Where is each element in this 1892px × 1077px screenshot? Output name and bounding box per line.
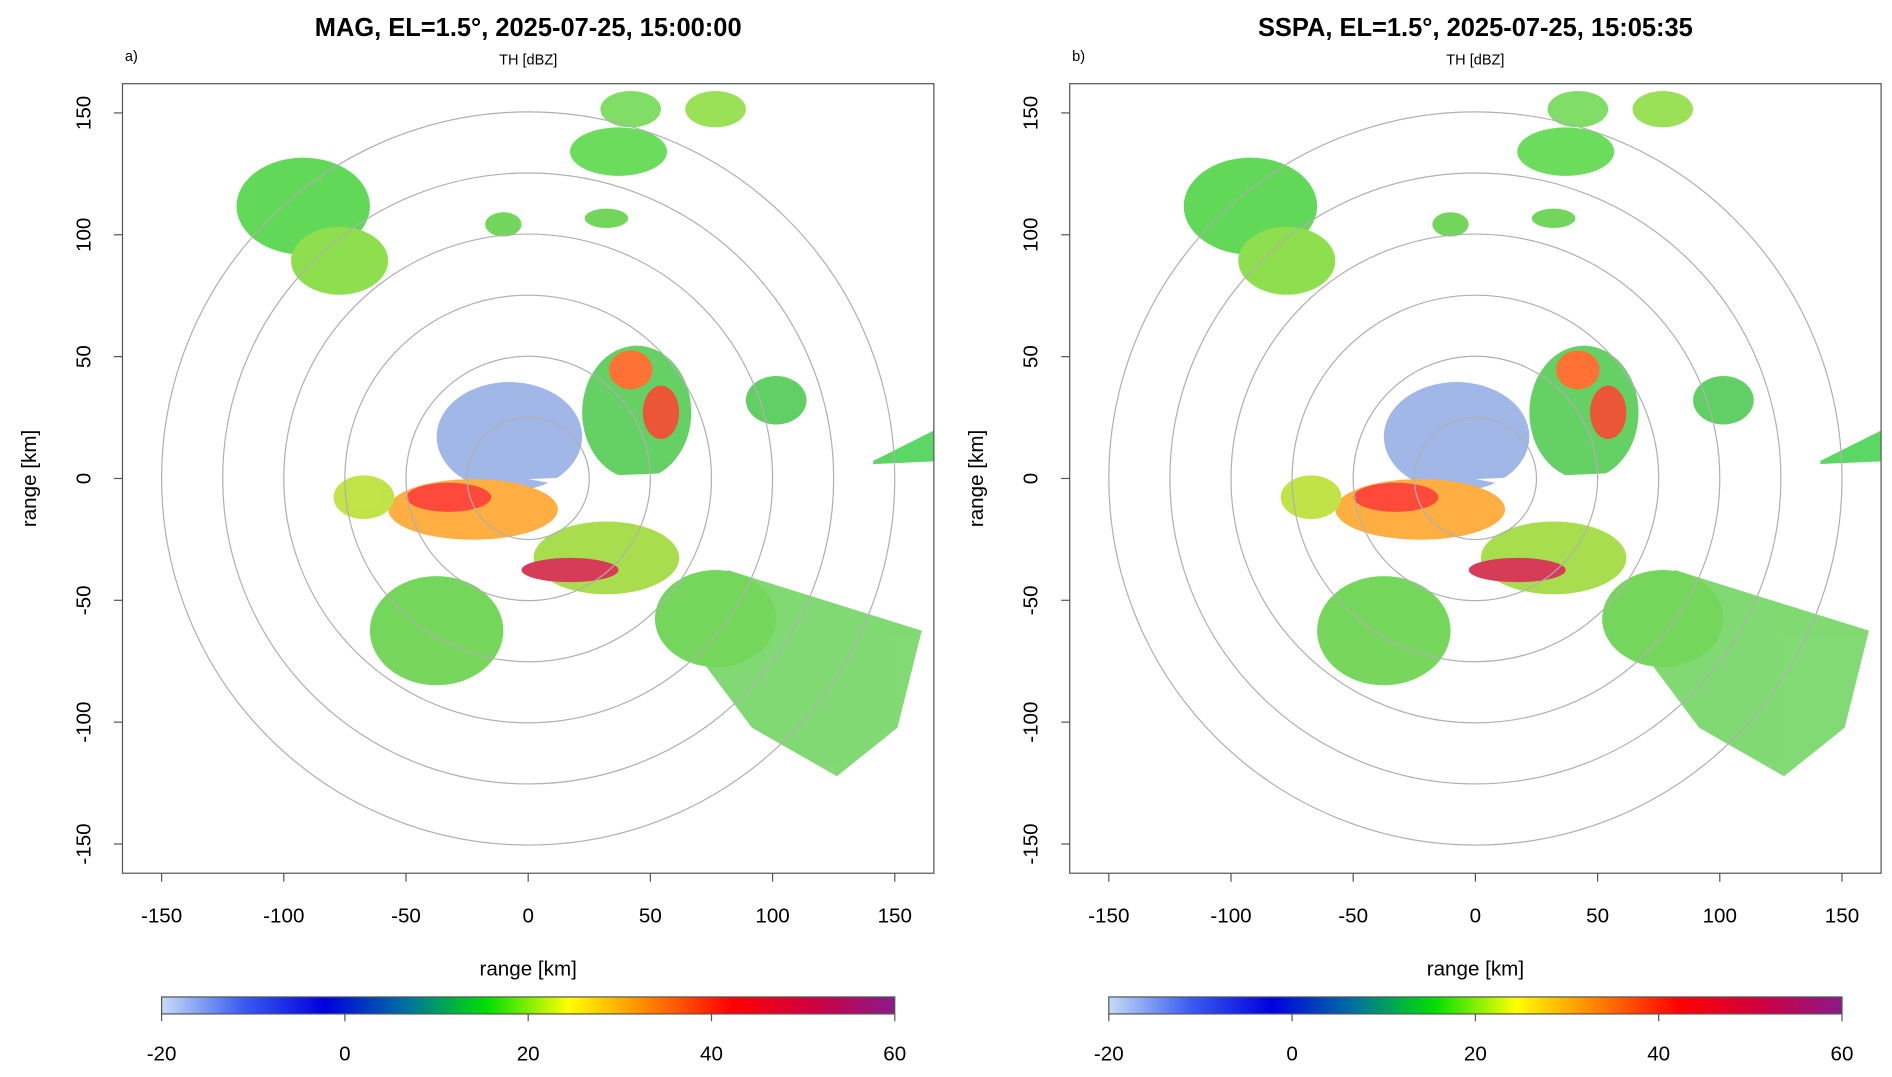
subtitle: TH [dBZ] [1446, 52, 1504, 68]
range-ring [405, 355, 651, 602]
radar-echoes [236, 90, 934, 777]
subtitle: TH [dBZ] [499, 52, 557, 68]
x-tick-label: 150 [878, 904, 912, 927]
range-ring [1352, 355, 1599, 602]
y-tick-label: 0 [1020, 473, 1043, 484]
y-tick-label: 50 [1020, 345, 1043, 368]
chart-title: SSPA, EL=1.5°, 2025-07-25, 15:05:35 [1258, 14, 1693, 42]
colorbar-tick-label: 0 [1286, 1043, 1297, 1066]
colorbar [1108, 996, 1843, 1015]
colorbar-tick-label: 20 [1464, 1043, 1487, 1066]
x-tick-label: -150 [1088, 904, 1129, 927]
range-ring [1230, 233, 1721, 724]
range-ring [1413, 416, 1538, 541]
y-tick-label: 150 [72, 96, 95, 130]
x-tick-label: 0 [1470, 904, 1481, 927]
range-ring [283, 233, 774, 724]
chart-title: MAG, EL=1.5°, 2025-07-25, 15:00:00 [315, 14, 742, 42]
x-tick-label: 50 [639, 904, 662, 927]
panel: MAG, EL=1.5°, 2025-07-25, 15:00:00 TH [dB… [18, 14, 935, 1066]
colorbar-tick-label: 60 [1831, 1043, 1854, 1066]
y-tick-label: -150 [1020, 823, 1043, 864]
x-axis-label: range [km] [1427, 958, 1524, 981]
y-axis-label: range [km] [965, 430, 988, 527]
y-tick-label: -50 [1020, 585, 1043, 615]
x-tick-label: -50 [1338, 904, 1368, 927]
colorbar-tick-label: 40 [1647, 1043, 1670, 1066]
x-tick-label: -150 [141, 904, 182, 927]
y-tick-label: 100 [72, 218, 95, 252]
x-tick-label: 150 [1825, 904, 1859, 927]
x-tick-label: 50 [1586, 904, 1609, 927]
colorbar [160, 996, 896, 1015]
y-tick-label: -100 [1020, 702, 1043, 743]
colorbar-tick-label: 60 [883, 1043, 906, 1066]
x-axis-label: range [km] [479, 958, 576, 981]
colorbar-tick-label: -20 [1094, 1043, 1124, 1066]
x-tick-label: -100 [1210, 904, 1251, 927]
x-tick-label: 0 [522, 904, 533, 927]
colorbar-tick-label: -20 [147, 1043, 177, 1066]
range-ring [466, 416, 590, 541]
panel-label: b) [1072, 49, 1085, 65]
y-tick-label: 150 [1020, 96, 1043, 130]
range-ring [1169, 172, 1782, 785]
y-tick-label: -100 [72, 702, 95, 743]
y-tick-label: 100 [1020, 218, 1043, 252]
range-ring [344, 294, 713, 663]
colorbar-tick-label: 40 [700, 1043, 723, 1066]
range-ring [1108, 111, 1843, 846]
x-tick-label: -100 [263, 904, 304, 927]
colorbar-tick-label: 0 [339, 1043, 350, 1066]
y-tick-label: -50 [72, 585, 95, 615]
colorbar-tick-label: 20 [517, 1043, 540, 1066]
panel-label: a) [125, 49, 138, 65]
range-ring [1291, 294, 1660, 663]
range-ring [222, 172, 835, 785]
plot-area [160, 90, 934, 846]
y-tick-label: 50 [72, 345, 95, 368]
y-tick-label: -150 [72, 823, 95, 864]
x-tick-label: 100 [1703, 904, 1737, 927]
x-tick-label: 100 [755, 904, 789, 927]
x-tick-label: -50 [391, 904, 421, 927]
panel: SSPA, EL=1.5°, 2025-07-25, 15:05:35 TH [d… [965, 14, 1882, 1066]
plot-area [1108, 90, 1882, 846]
range-ring [160, 111, 896, 846]
y-tick-label: 0 [72, 473, 95, 484]
y-axis-label: range [km] [18, 430, 41, 527]
